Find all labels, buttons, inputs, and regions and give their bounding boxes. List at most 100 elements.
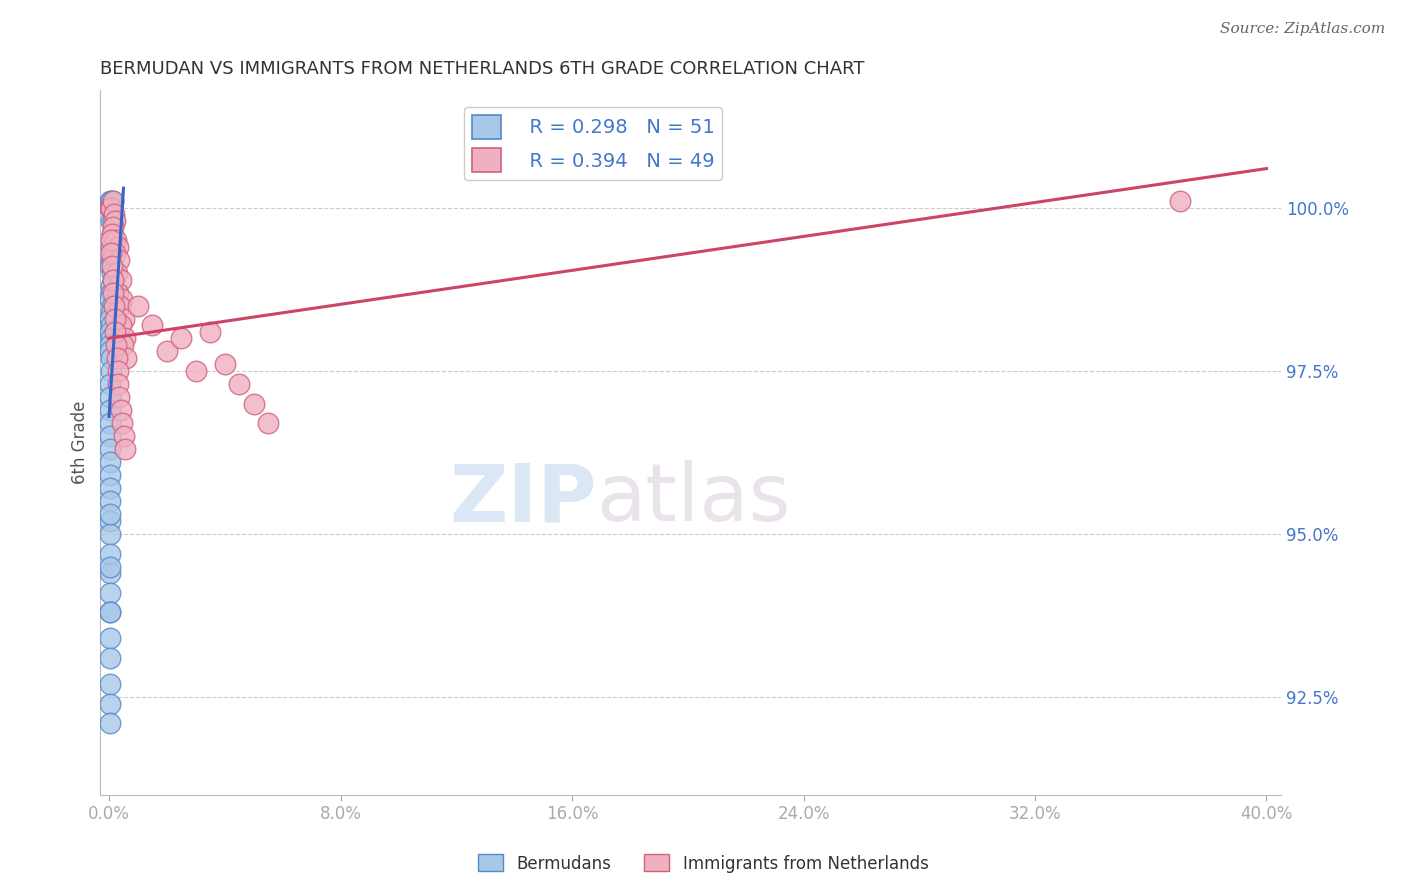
Point	[101, 201, 124, 215]
Point	[108, 390, 131, 404]
Point	[98, 716, 121, 731]
Point	[98, 559, 121, 574]
Point	[100, 194, 122, 209]
Point	[214, 357, 236, 371]
Point	[100, 376, 122, 391]
Point	[104, 325, 127, 339]
Point	[98, 508, 121, 522]
Point	[170, 331, 193, 345]
Point	[107, 364, 129, 378]
Point	[101, 260, 124, 274]
Point	[98, 566, 121, 581]
Point	[100, 194, 122, 209]
Point	[98, 514, 121, 528]
Point	[108, 299, 131, 313]
Point	[104, 246, 127, 260]
Point	[98, 429, 121, 443]
Point	[98, 494, 121, 508]
Text: ZIP: ZIP	[449, 460, 596, 538]
Point	[100, 233, 122, 247]
Point	[101, 227, 124, 241]
Point	[103, 299, 125, 313]
Point	[98, 455, 121, 469]
Text: atlas: atlas	[596, 460, 790, 538]
Point	[104, 214, 127, 228]
Point	[98, 527, 121, 541]
Point	[100, 252, 122, 267]
Point	[98, 605, 121, 619]
Point	[104, 311, 127, 326]
Point	[98, 344, 121, 359]
Point	[103, 285, 125, 300]
Point	[98, 442, 121, 457]
Point	[112, 429, 135, 443]
Point	[100, 201, 122, 215]
Point	[105, 233, 128, 247]
Point	[110, 403, 132, 417]
Legend:   R = 0.298   N = 51,   R = 0.394   N = 49: R = 0.298 N = 51, R = 0.394 N = 49	[464, 107, 723, 180]
Point	[100, 266, 122, 280]
Point	[110, 272, 132, 286]
Point	[100, 285, 122, 300]
Point	[98, 605, 121, 619]
Point	[114, 442, 136, 457]
Point	[242, 396, 264, 410]
Point	[105, 351, 128, 365]
Point	[100, 318, 122, 333]
Point	[156, 344, 179, 359]
Point	[105, 338, 128, 352]
Point	[111, 292, 134, 306]
Point	[112, 311, 135, 326]
Point	[100, 338, 122, 352]
Point	[100, 201, 122, 215]
Point	[101, 194, 124, 209]
Point	[141, 318, 163, 333]
Point	[103, 233, 125, 247]
Point	[111, 416, 134, 430]
Point	[98, 403, 121, 417]
Point	[101, 299, 124, 313]
Point	[98, 677, 121, 691]
Point	[100, 311, 122, 326]
Point	[100, 331, 122, 345]
Point	[100, 240, 122, 254]
Point	[105, 266, 128, 280]
Point	[184, 364, 207, 378]
Y-axis label: 6th Grade: 6th Grade	[72, 401, 89, 484]
Point	[200, 325, 222, 339]
Point	[107, 376, 129, 391]
Point	[103, 207, 125, 221]
Point	[107, 240, 129, 254]
Point	[98, 390, 121, 404]
Point	[98, 547, 121, 561]
Point	[98, 416, 121, 430]
Point	[107, 285, 129, 300]
Point	[100, 305, 122, 319]
Point	[98, 697, 121, 711]
Point	[98, 468, 121, 483]
Point	[228, 376, 250, 391]
Point	[108, 252, 131, 267]
Text: Source: ZipAtlas.com: Source: ZipAtlas.com	[1219, 22, 1385, 37]
Point	[114, 331, 136, 345]
Point	[257, 416, 280, 430]
Point	[115, 351, 138, 365]
Point	[98, 586, 121, 600]
Point	[101, 227, 124, 241]
Point	[98, 325, 121, 339]
Point	[110, 318, 132, 333]
Point	[98, 481, 121, 495]
Point	[100, 364, 122, 378]
Point	[100, 279, 122, 293]
Point	[103, 214, 125, 228]
Point	[100, 201, 122, 215]
Point	[98, 292, 121, 306]
Text: BERMUDAN VS IMMIGRANTS FROM NETHERLANDS 6TH GRADE CORRELATION CHART: BERMUDAN VS IMMIGRANTS FROM NETHERLANDS …	[100, 60, 865, 78]
Point	[1168, 194, 1191, 209]
Point	[100, 351, 122, 365]
Point	[98, 632, 121, 646]
Point	[100, 246, 122, 260]
Point	[111, 338, 134, 352]
Point	[98, 260, 121, 274]
Point	[101, 272, 124, 286]
